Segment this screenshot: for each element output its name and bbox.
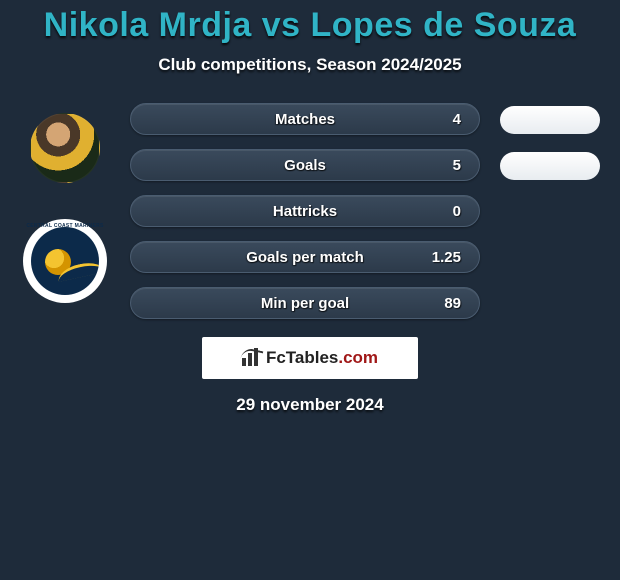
stat-label: Goals per match xyxy=(131,249,479,266)
stat-value: 5 xyxy=(453,157,461,174)
brand-domain: .com xyxy=(338,348,378,367)
page-title: Nikola Mrdja vs Lopes de Souza xyxy=(0,0,620,45)
stat-value: 89 xyxy=(444,295,461,312)
stat-value: 0 xyxy=(453,203,461,220)
club-logo-inner xyxy=(31,227,99,295)
stat-label: Min per goal xyxy=(131,295,479,312)
stat-label: Hattricks xyxy=(131,203,479,220)
body: CENTRAL COAST MARINERS Matches 4 Goals 5… xyxy=(0,103,620,319)
comparison-card: Nikola Mrdja vs Lopes de Souza Club comp… xyxy=(0,0,620,580)
stat-row-mpg: Min per goal 89 xyxy=(130,287,480,319)
stat-row-gpm: Goals per match 1.25 xyxy=(130,241,480,273)
stat-value: 1.25 xyxy=(432,249,461,266)
subtitle: Club competitions, Season 2024/2025 xyxy=(0,55,620,75)
right-column xyxy=(480,103,620,319)
bar-chart-icon xyxy=(242,348,262,368)
date-line: 29 november 2024 xyxy=(0,395,620,415)
stat-label: Matches xyxy=(131,111,479,128)
stats-column: Matches 4 Goals 5 Hattricks 0 Goals per … xyxy=(130,103,480,319)
stat-label: Goals xyxy=(131,157,479,174)
right-pill xyxy=(500,152,600,180)
brand-name: FcTables xyxy=(266,348,338,367)
stat-value: 4 xyxy=(453,111,461,128)
club-logo: CENTRAL COAST MARINERS xyxy=(23,219,107,303)
stat-row-goals: Goals 5 xyxy=(130,149,480,181)
player-photo xyxy=(30,113,100,183)
right-pill xyxy=(500,106,600,134)
stat-row-matches: Matches 4 xyxy=(130,103,480,135)
stat-row-hattricks: Hattricks 0 xyxy=(130,195,480,227)
brand-box: FcTables.com xyxy=(202,337,418,379)
brand-text: FcTables.com xyxy=(266,348,378,368)
left-column: CENTRAL COAST MARINERS xyxy=(0,103,130,319)
